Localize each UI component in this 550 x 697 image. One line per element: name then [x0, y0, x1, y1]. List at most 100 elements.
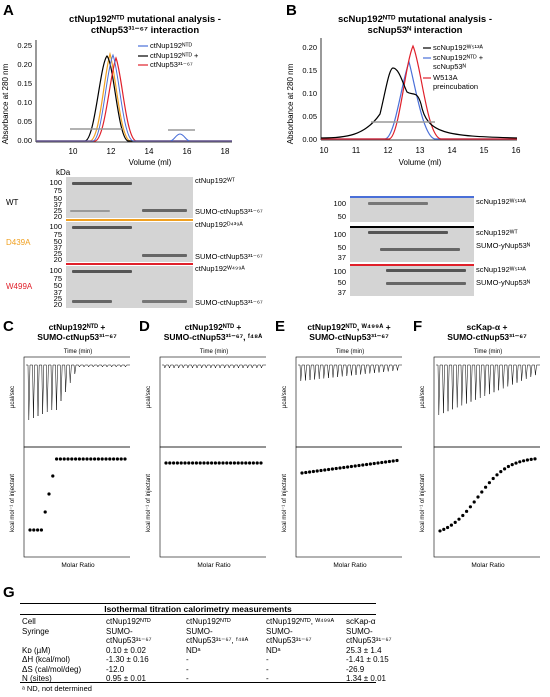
itc-data-point — [484, 485, 488, 489]
itc-data-point — [202, 461, 206, 465]
itc-data-point — [168, 461, 172, 465]
itc-data-point — [300, 471, 304, 475]
itc-data-point — [123, 457, 127, 461]
itc-data-point — [217, 461, 221, 465]
itc-data-point — [533, 457, 537, 461]
panel-a-title-line2: ctNup53³¹⁻⁶⁷ interaction — [90, 25, 200, 36]
mw-label: 25 — [53, 206, 62, 215]
table-cell — [22, 636, 106, 646]
x-tick: 14 — [448, 146, 457, 155]
y-tick: 0.20 — [17, 60, 32, 69]
itc-data-point — [499, 469, 503, 474]
itc-title-line1: ctNup192ᴺᵀᴰ + — [48, 322, 106, 332]
table-row: Kᴅ (µM) 0.10 ± 0.02 NDᵃ NDᵃ 25.3 ± 1.4 — [22, 646, 426, 656]
x-tick: 18 — [221, 147, 230, 156]
table-bottom-rule — [20, 682, 376, 683]
band-label: scNup192ᵂᵀ — [476, 228, 518, 237]
mw-label: 37 — [337, 253, 346, 262]
itc-data-point — [327, 467, 331, 472]
table-top-rule — [20, 603, 376, 604]
legend-entry: scNup53ᴺ — [433, 62, 467, 71]
itc-data-point — [361, 463, 365, 467]
gel-w499a — [66, 266, 193, 308]
itc-data-point — [77, 457, 81, 461]
legend-entry: preincubation — [433, 82, 478, 91]
itc-axis-label: Time (min) — [200, 349, 228, 355]
mw-label: 75 — [53, 186, 62, 195]
itc-data-point — [191, 461, 195, 465]
itc-data-point — [248, 461, 252, 465]
itc-data-point — [342, 465, 346, 470]
itc-data-point — [461, 513, 465, 518]
x-tick: 10 — [69, 147, 78, 156]
panel-a-yticks: 0.00 0.05 0.10 0.15 0.20 0.25 — [17, 41, 32, 145]
table-cell: -1.41 ± 0.15 — [346, 655, 389, 664]
gel-row-label-wt: WT — [6, 198, 19, 207]
itc-axis-label: kcal mol⁻¹ of injectant — [146, 474, 152, 532]
itc-data-point — [232, 461, 236, 465]
itc-data-point — [194, 461, 198, 465]
gel-wt — [66, 177, 193, 218]
panel-a-chromatogram: Absorbance at 280 nm 0.00 0.05 0.10 0.15… — [1, 40, 232, 167]
itc-title-line1: scKap-α + — [466, 322, 508, 332]
panel-b-title-line1: scNup192ᴺᵀᴰ mutational analysis - — [337, 14, 493, 25]
y-tick: 0.00 — [17, 136, 32, 145]
table-row: N (sites) 0.95 ± 0.01 - - 1.34 ± 0.01 — [22, 674, 426, 684]
panel-b-xticks: 10 11 12 13 14 15 16 — [320, 146, 521, 155]
itc-data-point — [100, 457, 104, 461]
itc-axis-label: µcal/sec — [10, 386, 16, 408]
itc-data-point — [240, 461, 244, 465]
kda-label: kDa — [56, 168, 71, 177]
itc-plot: Time (min) µcal/sec kcal mol⁻¹ of injectan… — [282, 349, 402, 569]
itc-data-point — [506, 464, 510, 469]
mw-label: 100 — [49, 222, 62, 231]
panel-b-xlabel: Volume (ml) — [399, 158, 442, 167]
gel-d439a — [66, 222, 193, 262]
itc-data-point — [93, 457, 97, 461]
table-cell: SUMO- — [106, 626, 133, 636]
table-cell: Cell — [22, 617, 36, 626]
itc-data-point — [55, 457, 59, 461]
band-label: scNup192ᵂ⁵¹³ᴬ — [476, 265, 526, 274]
itc-plot: Time (min) µcal/sec kcal mol⁻¹ of injectan… — [146, 349, 266, 569]
itc-data-point — [206, 461, 210, 465]
itc-data-point — [491, 476, 495, 481]
band-label: SUMO-ctNup53³¹⁻⁶⁷ — [195, 298, 263, 307]
itc-data-point — [380, 460, 384, 465]
itc-title-line2: SUMO-ctNup53³¹⁻⁶⁷ — [309, 332, 389, 342]
itc-data-point — [510, 463, 514, 467]
panel-b-title-line2: scNup53ᴺ interaction — [367, 25, 463, 36]
table-cell: 0.10 ± 0.02 — [106, 645, 146, 655]
itc-data-point — [472, 500, 476, 504]
itc-data-point — [70, 457, 74, 461]
itc-data-point — [372, 461, 376, 466]
table-cell: -1.30 ± 0.16 — [106, 655, 149, 664]
itc-data-point — [229, 461, 233, 465]
table-cell: - — [186, 674, 189, 683]
mw-label: 50 — [53, 194, 62, 203]
x-tick: 13 — [416, 146, 425, 155]
table-row: ctNup53³¹⁻⁶⁷ ctNup53³¹⁻⁶⁷, ᶠ⁴⁸ᴬ ctNup53³¹⁻… — [22, 636, 426, 646]
itc-data-point — [119, 457, 123, 461]
y-tick: 0.20 — [302, 43, 317, 52]
band-label: scNup192ᵂ⁵¹³ᴬ — [476, 197, 526, 206]
itc-data-point — [85, 457, 89, 461]
itc-data-point — [259, 461, 263, 465]
panel-letter-d: D — [139, 318, 150, 335]
table-footnote: ᵃ ND, not determined — [22, 684, 92, 693]
table-cell: - — [266, 655, 269, 664]
itc-data-point — [480, 490, 484, 494]
itc-title-line2: SUMO-ctNup53³¹⁻⁶⁷ — [447, 332, 527, 342]
mw-label: 100 — [333, 267, 346, 276]
itc-axis-label: Time (min) — [336, 349, 364, 355]
y-tick: 0.00 — [302, 135, 317, 144]
itc-data-point — [62, 457, 66, 461]
panel-b-chromatogram: Absorbance at 280 nm 0.00 0.05 0.10 0.15… — [286, 38, 521, 167]
itc-data-point — [47, 492, 51, 496]
gel-b-w513a — [350, 198, 474, 222]
itc-data-point — [442, 527, 446, 531]
itc-data-point — [164, 461, 168, 465]
itc-data-point — [39, 528, 44, 532]
table-cell: - — [266, 674, 269, 683]
itc-data-point — [525, 458, 529, 462]
